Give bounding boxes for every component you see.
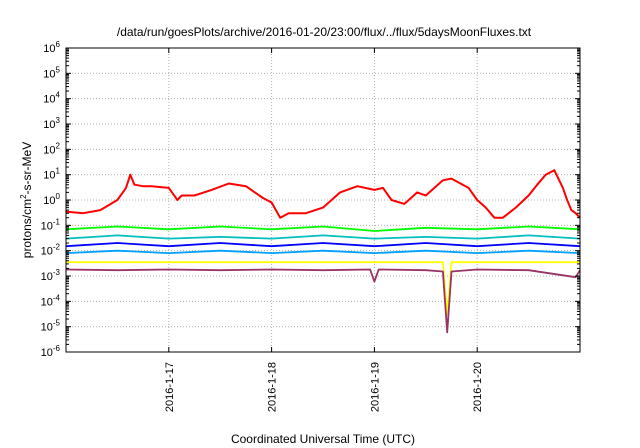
plot-frame: [65, 47, 581, 353]
y-tick-label: 103: [43, 116, 60, 131]
series-layer: [65, 169, 581, 334]
y-tick-label: 10-1: [41, 217, 61, 232]
series-line-6: [66, 261, 580, 316]
y-tick-label: 10-3: [41, 268, 61, 283]
y-tick-label: 101: [43, 167, 60, 182]
series-line-4: [65, 242, 581, 248]
y-tick-label: 106: [43, 40, 60, 55]
series-line-1: [65, 169, 581, 219]
x-tick-label: 2016-1-19: [369, 362, 381, 412]
y-axis-ticks: 10-6 10-5 10-4 10-3 10-2 10-1 100 101 102 103 104 1…: [41, 40, 580, 359]
series-line-7: [65, 268, 581, 334]
y-tick-label: 105: [43, 65, 60, 80]
chart-title: /data/run/goesPlots/archive/2016-01-20/2…: [117, 25, 532, 39]
y-tick-label: 102: [43, 141, 60, 156]
grid-lines: [66, 48, 580, 352]
y-axis-label: protons/cm2-s-sr-MeV: [19, 142, 34, 258]
x-tick-label: 2016-1-18: [267, 362, 279, 412]
x-axis-label: Coordinated Universal Time (UTC): [231, 432, 415, 446]
series-line-2: [65, 225, 581, 232]
y-tick-label: 10-5: [41, 319, 61, 334]
y-tick-label: 10-2: [41, 243, 61, 258]
series-line-3: [65, 234, 581, 240]
series-line-5: [65, 249, 581, 255]
x-axis-ticks: 2016-1-17 2016-1-18 2016-1-19 2016-1-20: [164, 48, 484, 412]
x-tick-label: 2016-1-17: [164, 362, 176, 412]
y-tick-label: 10-4: [41, 293, 61, 308]
y-tick-label: 104: [43, 91, 60, 106]
y-tick-label: 10-6: [41, 344, 61, 359]
y-tick-label: 100: [43, 192, 60, 207]
x-tick-label: 2016-1-20: [472, 362, 484, 412]
